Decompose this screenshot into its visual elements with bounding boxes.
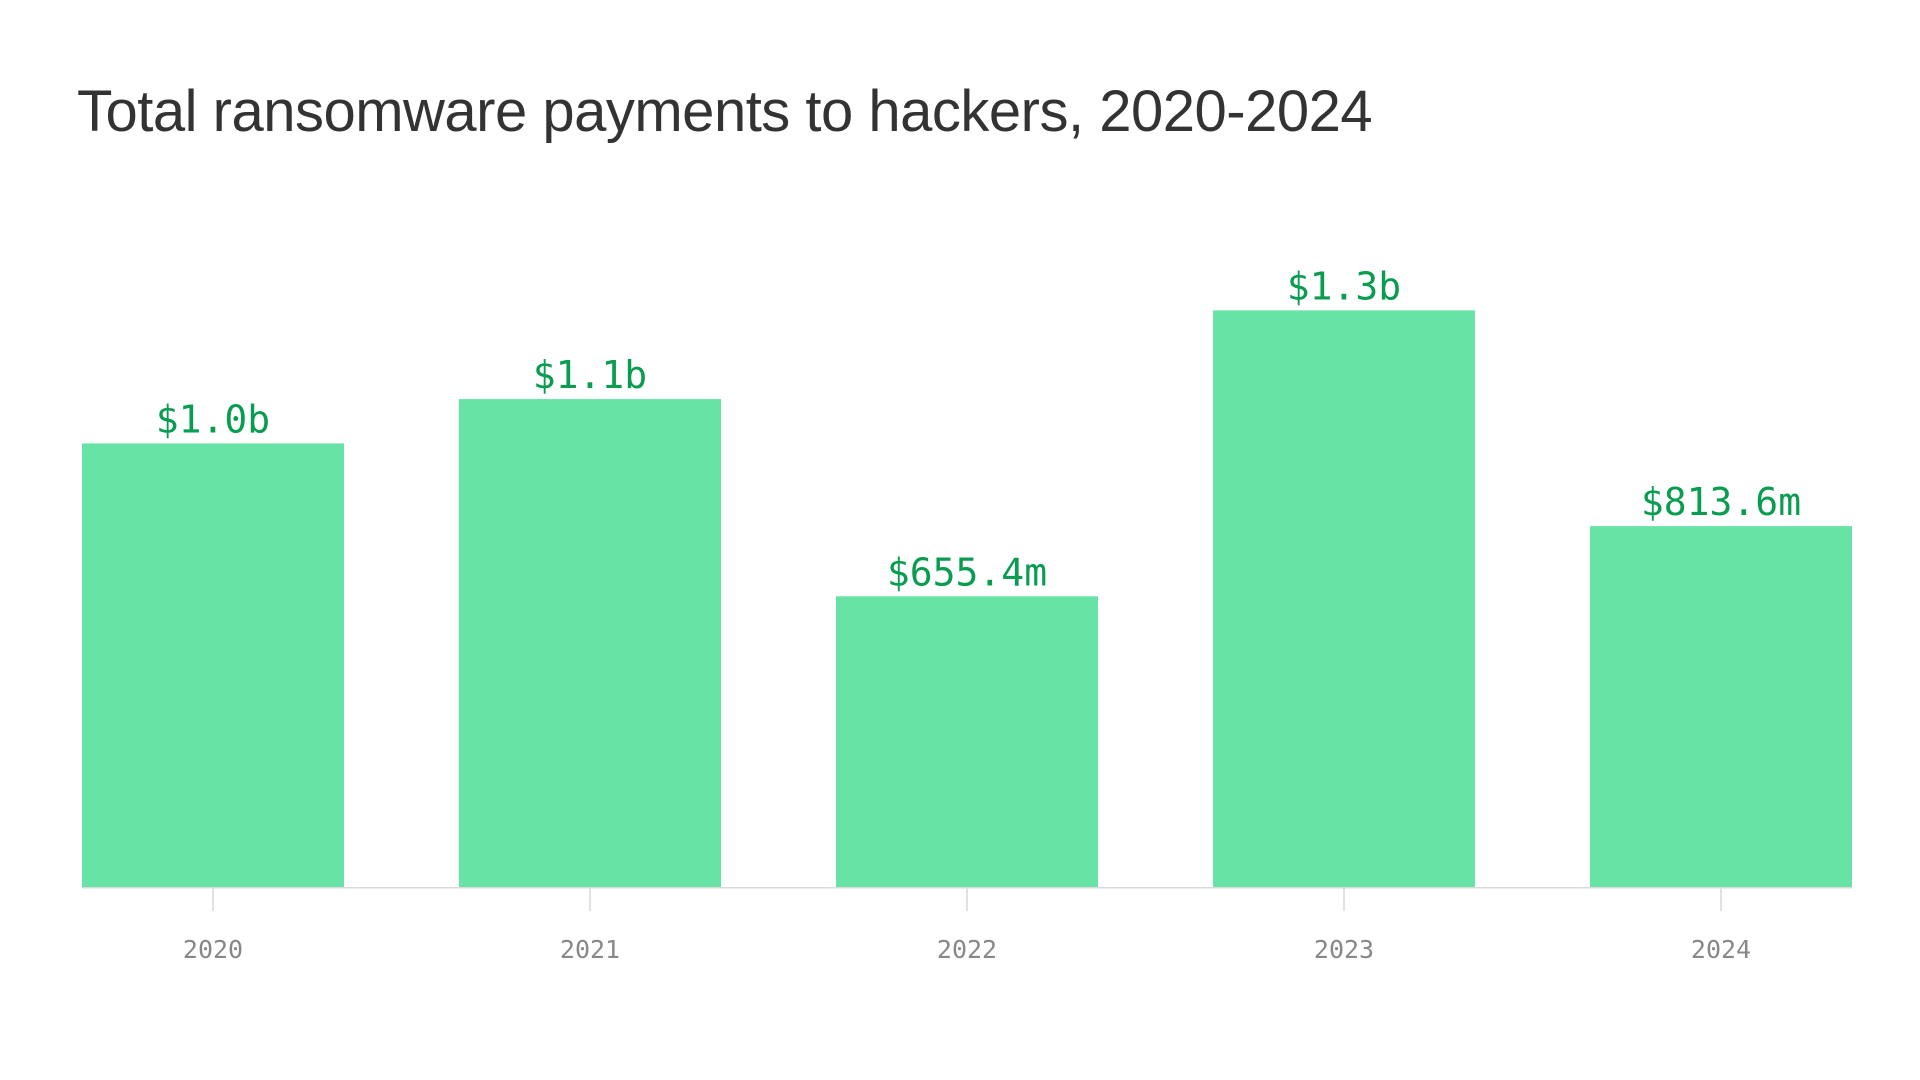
bar-2020 [82,443,344,887]
value-label-2023: $1.3b [1287,264,1401,308]
value-label-2024: $813.6m [1641,480,1801,524]
x-tick-label-2023: 2023 [1314,935,1374,964]
x-tick-label-2020: 2020 [183,935,243,964]
x-tick-label-2024: 2024 [1691,935,1751,964]
bar-2024 [1590,526,1852,887]
value-label-2022: $655.4m [887,550,1047,594]
bar-2021 [459,399,721,887]
bar-2023 [1213,310,1475,887]
x-tick-label-2021: 2021 [560,935,620,964]
chart-title: Total ransomware payments to hackers, 20… [77,79,1373,144]
bar-2022 [836,596,1098,887]
value-label-2020: $1.0b [156,397,270,441]
x-tick-label-2022: 2022 [937,935,997,964]
value-label-2021: $1.1b [533,353,647,397]
